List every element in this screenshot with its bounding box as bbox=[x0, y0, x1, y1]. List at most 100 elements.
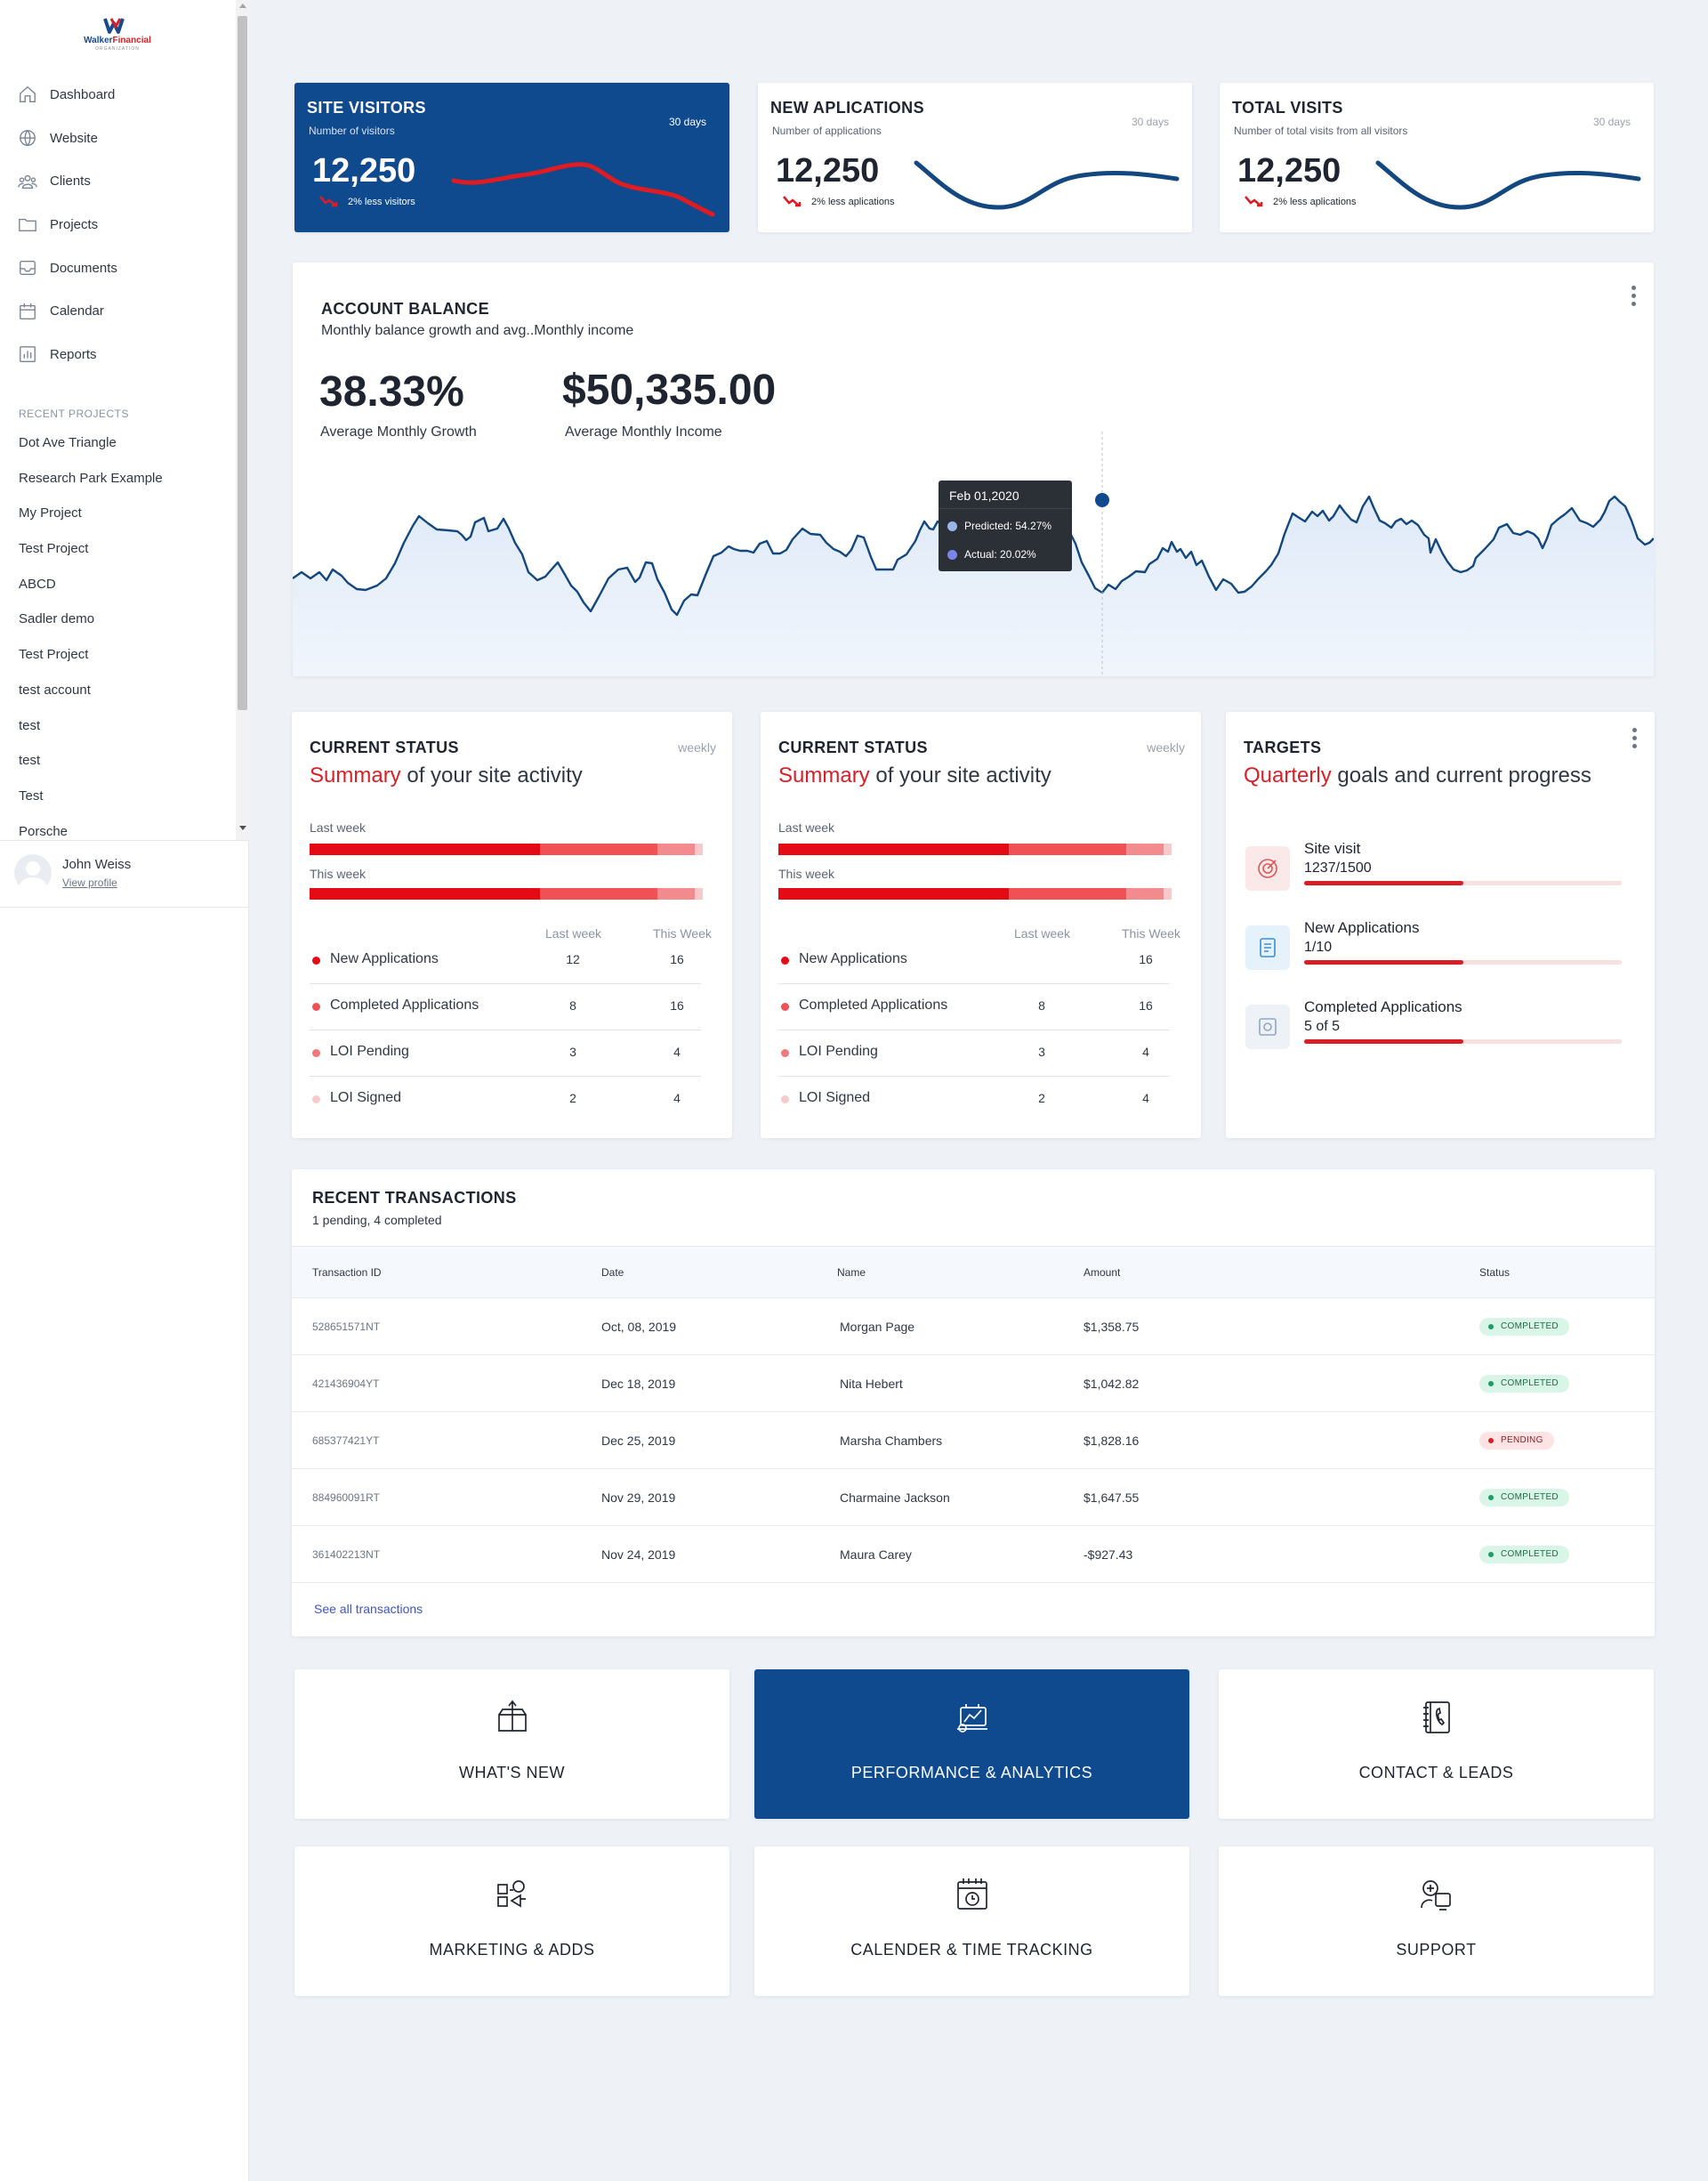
transaction-date: Nov 29, 2019 bbox=[601, 1468, 837, 1526]
target-item-completed-applications: Completed Applications 5 of 5 bbox=[1245, 998, 1637, 1061]
column-header[interactable]: Amount bbox=[1084, 1246, 1479, 1298]
target-value: 5 of 5 bbox=[1304, 1019, 1341, 1034]
recent-project-item[interactable]: test account bbox=[19, 682, 91, 698]
column-header-last-week: Last week bbox=[545, 926, 602, 941]
last-week-label: Last week bbox=[778, 820, 835, 835]
see-all-transactions-link[interactable]: See all transactions bbox=[314, 1602, 423, 1616]
stat-value: 12,250 bbox=[312, 152, 416, 190]
target-value: 1237/1500 bbox=[1304, 860, 1372, 876]
transaction-id: 361402213NT bbox=[292, 1525, 601, 1583]
table-row[interactable]: 685377421YT Dec 25, 2019 Marsha Chambers… bbox=[292, 1411, 1655, 1469]
stat-card-site-visitors[interactable]: SITE VISITORS Number of visitors 30 days… bbox=[294, 83, 729, 232]
average-income-value: $50,335.00 bbox=[562, 367, 777, 414]
target-name: Site visit bbox=[1304, 840, 1361, 857]
users-icon bbox=[18, 174, 37, 189]
more-options-icon[interactable] bbox=[1632, 728, 1638, 753]
nav-website[interactable]: Website bbox=[0, 117, 236, 160]
recent-project-item[interactable]: Test Project bbox=[19, 647, 89, 663]
recent-project-item[interactable]: My Project bbox=[19, 505, 82, 521]
average-growth-label: Average Monthly Growth bbox=[320, 424, 477, 440]
support-icon bbox=[1421, 1880, 1451, 1910]
sidebar: WalkerFinancial ORGANIZATION Dashboard W… bbox=[0, 0, 249, 2181]
stat-title: NEW APLICATIONS bbox=[770, 99, 924, 117]
stat-period: 30 days bbox=[1131, 116, 1169, 128]
brand-logo[interactable]: WalkerFinancial ORGANIZATION bbox=[82, 16, 153, 52]
target-item-site-visit: Site visit 1237/1500 bbox=[1245, 840, 1637, 902]
target-icon bbox=[1245, 846, 1290, 891]
tile-marketing-adds[interactable]: MARKETING & ADDS bbox=[294, 1846, 729, 1996]
this-week-label: This week bbox=[778, 867, 835, 881]
tile-label: WHAT'S NEW bbox=[458, 1764, 566, 1781]
table-row[interactable]: 528651571NT Oct, 08, 2019 Morgan Page $1… bbox=[292, 1297, 1655, 1355]
nav-label: Calendar bbox=[50, 303, 104, 319]
scrollbar-thumb[interactable] bbox=[238, 16, 247, 710]
tile-label: SUPPORT bbox=[1396, 1941, 1477, 1959]
recent-project-item[interactable]: Sadler demo bbox=[19, 611, 95, 627]
completed-icon bbox=[1245, 1005, 1290, 1049]
nav-reports[interactable]: Reports bbox=[0, 333, 236, 376]
transaction-name: Nita Hebert bbox=[837, 1354, 1084, 1412]
avatar[interactable] bbox=[14, 854, 52, 892]
recent-project-item[interactable]: ABCD bbox=[19, 576, 56, 592]
recent-project-item[interactable]: Test Project bbox=[19, 541, 89, 557]
tile-calender-time-tracking[interactable]: CALENDER & TIME TRACKING bbox=[754, 1846, 1189, 1996]
average-growth-value: 38.33% bbox=[319, 368, 464, 416]
tooltip-date: Feb 01,2020 bbox=[949, 489, 1019, 503]
nav-projects[interactable]: Projects bbox=[0, 203, 236, 246]
column-header[interactable]: Name bbox=[837, 1246, 1084, 1298]
folder-icon bbox=[19, 219, 36, 232]
scroll-up-arrow-icon[interactable] bbox=[239, 4, 246, 8]
nav-clients[interactable]: Clients bbox=[0, 159, 236, 203]
stat-value: 12,250 bbox=[1237, 152, 1341, 190]
table-row[interactable]: 361402213NT Nov 24, 2019 Maura Carey -$9… bbox=[292, 1525, 1655, 1583]
status-row: New Applications 12 16 bbox=[310, 938, 701, 984]
column-header-this-week: This Week bbox=[653, 926, 712, 941]
recent-project-item[interactable]: Dot Ave Triangle bbox=[19, 435, 117, 450]
status-badge: COMPLETED bbox=[1479, 1317, 1569, 1336]
view-profile-link[interactable]: View profile bbox=[62, 876, 117, 889]
recent-project-item[interactable]: test bbox=[19, 753, 41, 769]
status-row: LOI Signed 2 4 bbox=[310, 1077, 701, 1123]
application-icon bbox=[1245, 925, 1290, 970]
table-row[interactable]: 421436904YT Dec 18, 2019 Nita Hebert $1,… bbox=[292, 1354, 1655, 1412]
stat-card-total-visits[interactable]: TOTAL VISITS Number of total visits from… bbox=[1220, 83, 1654, 232]
transaction-date: Dec 25, 2019 bbox=[601, 1411, 837, 1469]
transaction-name: Charmaine Jackson bbox=[837, 1468, 1084, 1526]
section-subtitle: Summary of your site activity bbox=[778, 763, 1051, 788]
tile-contact-leads[interactable]: CONTACT & LEADS bbox=[1219, 1669, 1654, 1819]
nav-label: Documents bbox=[50, 260, 117, 276]
recent-project-item[interactable]: Porsche bbox=[19, 823, 68, 839]
calendar-clock-icon bbox=[957, 1878, 987, 1910]
chart-focus-point[interactable] bbox=[1095, 493, 1109, 507]
nav-calendar[interactable]: Calendar bbox=[0, 289, 236, 333]
sidebar-scrollbar[interactable] bbox=[236, 0, 249, 840]
more-options-icon[interactable] bbox=[1631, 286, 1637, 311]
recent-project-item[interactable]: Test bbox=[19, 788, 44, 804]
tooltip-predicted-label: Predicted: bbox=[964, 520, 1013, 532]
scroll-down-arrow-icon[interactable] bbox=[239, 826, 246, 830]
recent-project-item[interactable]: Research Park Example bbox=[19, 470, 163, 486]
column-header[interactable]: Status bbox=[1479, 1246, 1655, 1298]
table-row[interactable]: 884960091RT Nov 29, 2019 Charmaine Jacks… bbox=[292, 1468, 1655, 1526]
column-header-this-week: This Week bbox=[1122, 926, 1180, 941]
nav-documents[interactable]: Documents bbox=[0, 246, 236, 290]
tile-performance-analytics[interactable]: PERFORMANCE & ANALYTICS bbox=[754, 1669, 1189, 1819]
tile-label: PERFORMANCE & ANALYTICS bbox=[850, 1764, 1093, 1781]
nav-dashboard[interactable]: Dashboard bbox=[0, 73, 236, 117]
tile-whats-new[interactable]: WHAT'S NEW bbox=[294, 1669, 729, 1819]
column-header[interactable]: Transaction ID bbox=[292, 1246, 601, 1298]
status-row: Completed Applications 8 16 bbox=[778, 984, 1170, 1030]
transactions-table: Transaction ID Date Name Amount Status 5… bbox=[292, 1246, 1655, 1583]
recent-projects-list: Dot Ave Triangle Research Park Example M… bbox=[19, 431, 232, 840]
tile-support[interactable]: SUPPORT bbox=[1219, 1846, 1654, 1996]
this-week-bar bbox=[778, 888, 1172, 900]
target-progress bbox=[1304, 881, 1622, 885]
brand-tagline: ORGANIZATION bbox=[95, 46, 140, 52]
status-row: LOI Pending 3 4 bbox=[778, 1030, 1170, 1077]
recent-project-item[interactable]: test bbox=[19, 717, 41, 733]
nav-label: Projects bbox=[50, 216, 99, 232]
transaction-id: 685377421YT bbox=[292, 1411, 601, 1469]
stat-card-new-applications[interactable]: NEW APLICATIONS Number of applications 3… bbox=[758, 83, 1192, 232]
column-header[interactable]: Date bbox=[601, 1246, 837, 1298]
nav-label: Clients bbox=[50, 174, 91, 190]
